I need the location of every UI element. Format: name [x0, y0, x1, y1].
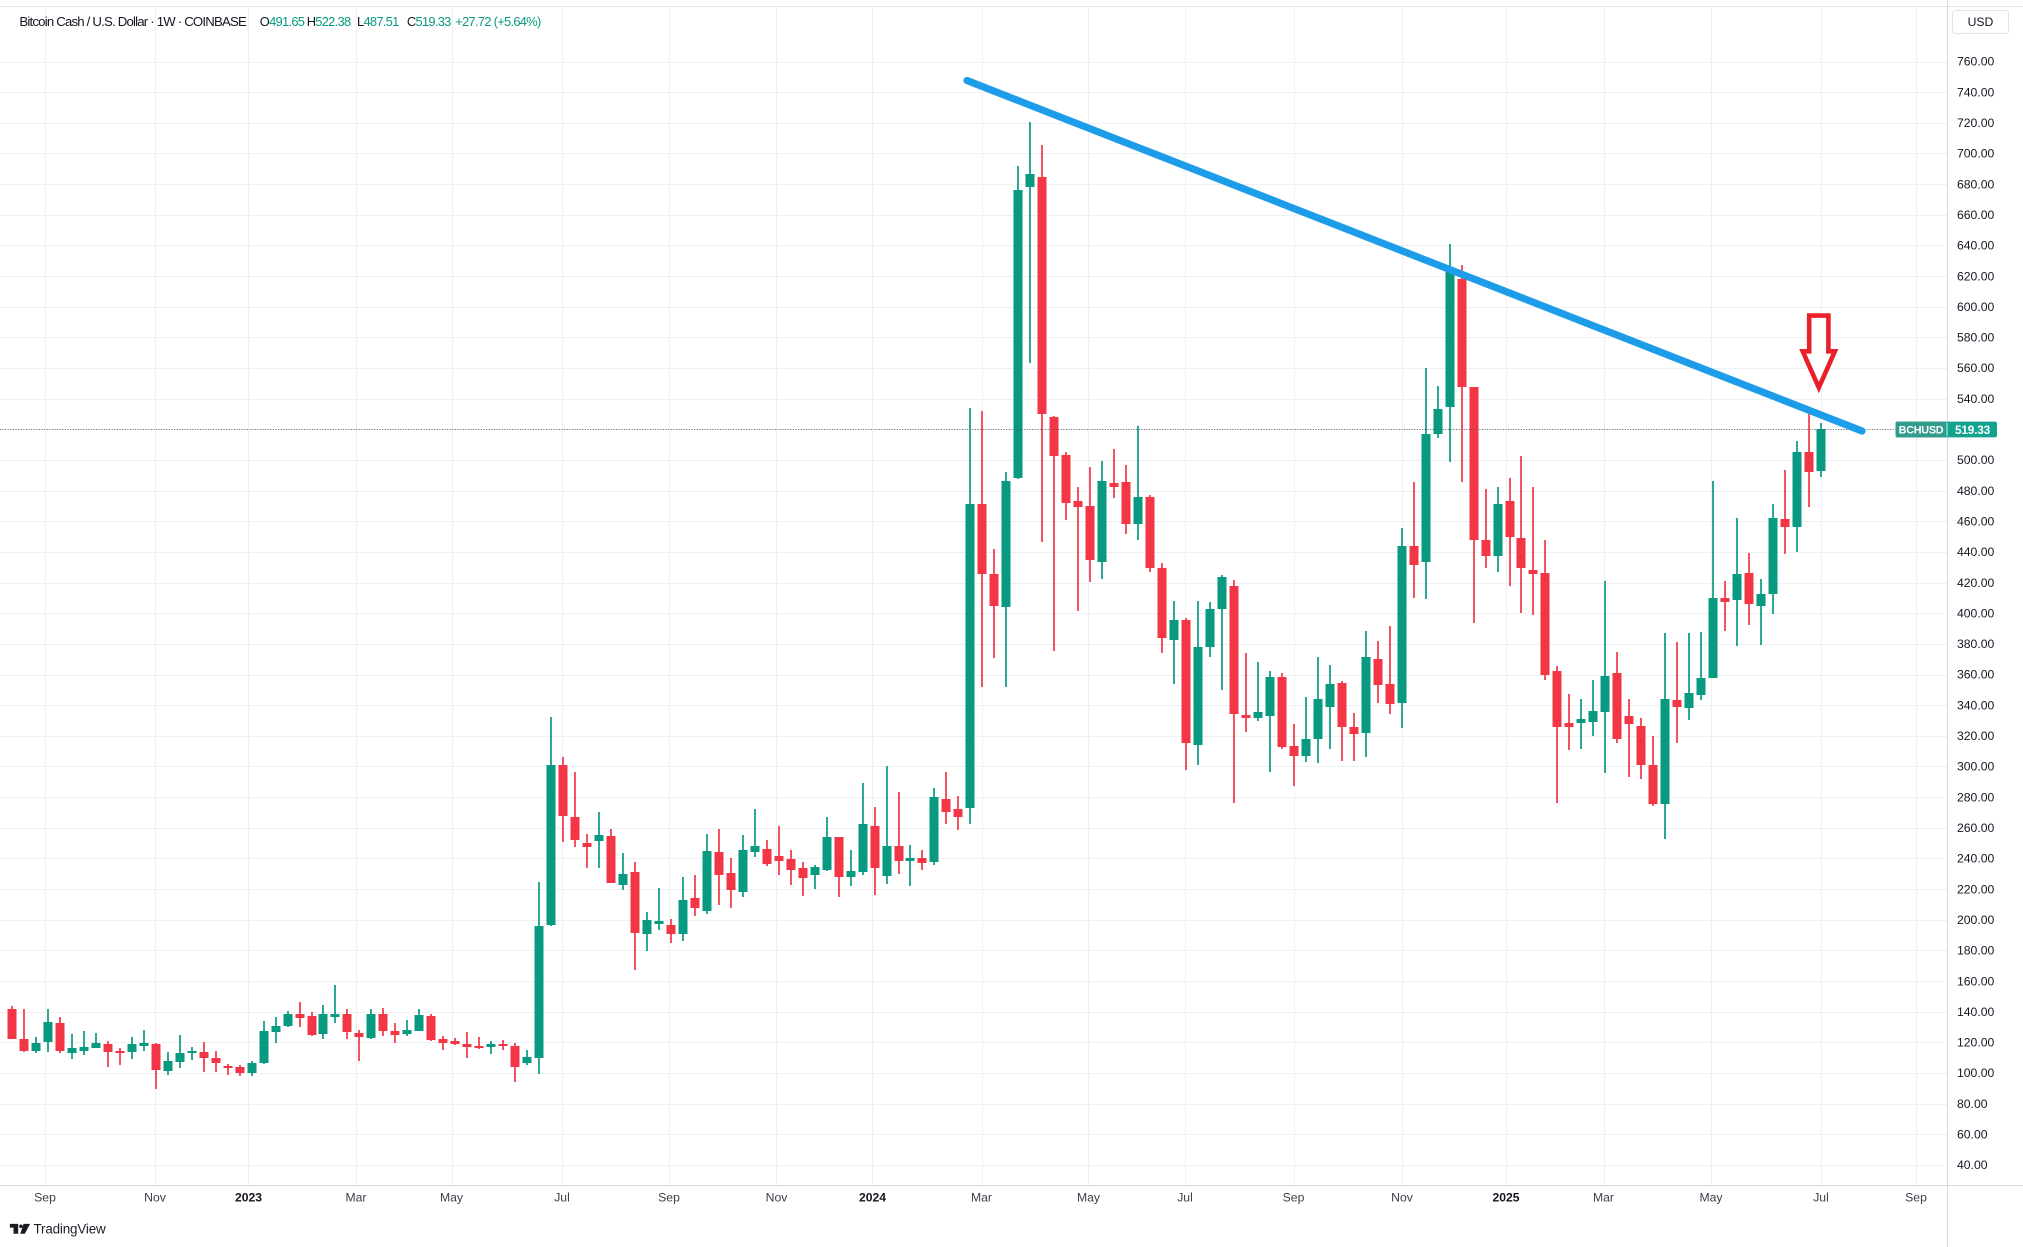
svg-text:400.00: 400.00 — [1957, 606, 1994, 620]
svg-text:480.00: 480.00 — [1957, 484, 1994, 498]
svg-text:Jul: Jul — [554, 1191, 570, 1205]
svg-text:H522.38: H522.38 — [307, 14, 351, 29]
svg-text:260.00: 260.00 — [1957, 821, 1994, 835]
svg-text:760.00: 760.00 — [1957, 55, 1994, 69]
svg-text:Sep: Sep — [1905, 1191, 1927, 1205]
svg-text:May: May — [440, 1191, 464, 1205]
svg-text:May: May — [1077, 1191, 1101, 1205]
svg-text:420.00: 420.00 — [1957, 576, 1994, 590]
svg-text:220.00: 220.00 — [1957, 882, 1994, 896]
svg-text:560.00: 560.00 — [1957, 361, 1994, 375]
svg-text:160.00: 160.00 — [1957, 974, 1994, 988]
svg-text:440.00: 440.00 — [1957, 545, 1994, 559]
svg-text:2025: 2025 — [1492, 1191, 1519, 1205]
svg-text:2023: 2023 — [235, 1191, 262, 1205]
svg-text:700.00: 700.00 — [1957, 147, 1994, 161]
svg-text:Mar: Mar — [346, 1191, 367, 1205]
svg-text:40.00: 40.00 — [1957, 1158, 1988, 1172]
svg-text:280.00: 280.00 — [1957, 790, 1994, 804]
svg-text:Nov: Nov — [144, 1191, 167, 1205]
svg-text:300.00: 300.00 — [1957, 760, 1994, 774]
svg-text:Nov: Nov — [766, 1191, 789, 1205]
svg-text:BCHUSD: BCHUSD — [1899, 425, 1944, 437]
svg-text:640.00: 640.00 — [1957, 239, 1994, 253]
svg-text:740.00: 740.00 — [1957, 85, 1994, 99]
svg-text:680.00: 680.00 — [1957, 177, 1994, 191]
svg-text:May: May — [1699, 1191, 1723, 1205]
svg-text:O491.65: O491.65 — [260, 14, 305, 29]
svg-text:80.00: 80.00 — [1957, 1097, 1988, 1111]
svg-text:+27.72 (+5.64%): +27.72 (+5.64%) — [455, 14, 541, 29]
svg-text:USD: USD — [1968, 15, 1994, 29]
svg-text:Jul: Jul — [1177, 1191, 1193, 1205]
svg-text:720.00: 720.00 — [1957, 116, 1994, 130]
svg-text:60.00: 60.00 — [1957, 1128, 1988, 1142]
svg-text:200.00: 200.00 — [1957, 913, 1994, 927]
svg-text:Jul: Jul — [1813, 1191, 1829, 1205]
svg-text:620.00: 620.00 — [1957, 269, 1994, 283]
svg-text:120.00: 120.00 — [1957, 1036, 1994, 1050]
svg-text:660.00: 660.00 — [1957, 208, 1994, 222]
svg-text:100.00: 100.00 — [1957, 1066, 1994, 1080]
svg-text:240.00: 240.00 — [1957, 852, 1994, 866]
svg-text:Bitcoin Cash / U.S. Dollar · 1: Bitcoin Cash / U.S. Dollar · 1W · COINBA… — [19, 14, 247, 29]
svg-text:180.00: 180.00 — [1957, 944, 1994, 958]
svg-text:380.00: 380.00 — [1957, 637, 1994, 651]
svg-text:320.00: 320.00 — [1957, 729, 1994, 743]
svg-text:Mar: Mar — [1593, 1191, 1614, 1205]
svg-text:519.33: 519.33 — [1955, 423, 1991, 437]
svg-text:540.00: 540.00 — [1957, 392, 1994, 406]
svg-text:340.00: 340.00 — [1957, 698, 1994, 712]
svg-text:500.00: 500.00 — [1957, 453, 1994, 467]
svg-text:360.00: 360.00 — [1957, 668, 1994, 682]
svg-text:C519.33: C519.33 — [407, 14, 451, 29]
svg-text:Sep: Sep — [1283, 1191, 1305, 1205]
svg-text:600.00: 600.00 — [1957, 300, 1994, 314]
svg-text:TradingView: TradingView — [34, 1222, 107, 1237]
svg-text:140.00: 140.00 — [1957, 1005, 1994, 1019]
svg-text:460.00: 460.00 — [1957, 515, 1994, 529]
svg-text:Nov: Nov — [1391, 1191, 1414, 1205]
svg-text:2024: 2024 — [859, 1191, 886, 1205]
svg-text:Sep: Sep — [34, 1191, 56, 1205]
svg-text:L487.51: L487.51 — [357, 14, 399, 29]
svg-text:Sep: Sep — [658, 1191, 680, 1205]
svg-text:580.00: 580.00 — [1957, 331, 1994, 345]
svg-text:Mar: Mar — [971, 1191, 992, 1205]
